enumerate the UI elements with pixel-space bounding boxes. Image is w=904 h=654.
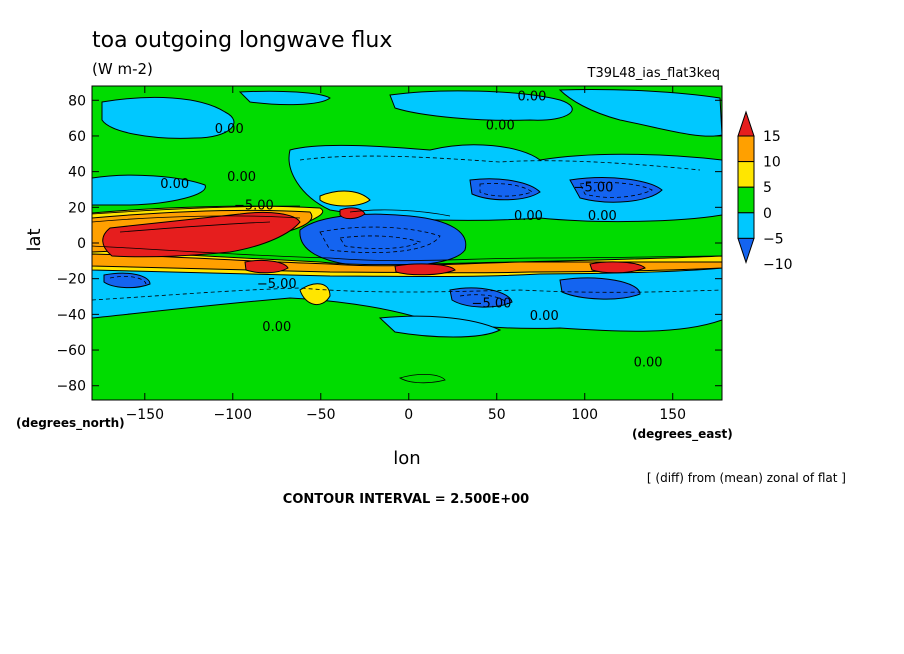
dashed-negative-contours bbox=[92, 155, 722, 305]
contour-labels: 0.000.00 0.000.00 0.00−5.00−5.000.00 0.00−5… bbox=[160, 90, 662, 371]
contour-label: 0.00 bbox=[634, 356, 663, 371]
contour-label: −5.00 bbox=[472, 297, 512, 312]
comparison-note: [ (diff) from (mean) zonal of flat ] bbox=[647, 471, 846, 485]
contour-label: 0.00 bbox=[530, 309, 559, 324]
contour-label: 0.00 bbox=[160, 177, 189, 192]
colorbar-segment bbox=[737, 186, 755, 214]
contour-interval: CONTOUR INTERVAL = 2.500E+00 bbox=[283, 492, 529, 507]
y-unit-label: (degrees_north) bbox=[16, 416, 125, 431]
blue-strong-negative-regions bbox=[103, 177, 663, 308]
x-unit-label: (degrees_east) bbox=[632, 427, 733, 442]
y-tick-label: 40 bbox=[68, 165, 86, 181]
colorbar-segment bbox=[737, 212, 755, 239]
colorbar-label: 10 bbox=[763, 155, 781, 171]
run-label: T39L48_ias_flat3keq bbox=[587, 66, 720, 81]
contour-label: −5.00 bbox=[234, 199, 274, 214]
x-axis: −150 −100 −50 0 50 100 150 bbox=[126, 86, 686, 423]
contour-label: −5.00 bbox=[257, 277, 297, 292]
colorbar-extend-bottom bbox=[737, 237, 755, 264]
y-tick-label: −60 bbox=[56, 343, 86, 359]
x-tick-label: 150 bbox=[659, 407, 686, 423]
y-tick-label: −20 bbox=[56, 272, 86, 288]
x-axis-label: lon bbox=[393, 448, 420, 469]
chart-title: toa outgoing longwave flux bbox=[92, 28, 392, 53]
red-strong-positive-regions bbox=[102, 207, 646, 276]
colorbar: 15 10 5 0 −5 −10 bbox=[737, 110, 793, 273]
plot-area: 0.000.00 0.000.00 0.00−5.00−5.000.00 0.00−5… bbox=[92, 86, 722, 400]
y-tick-label: −80 bbox=[56, 379, 86, 395]
colorbar-extend-top bbox=[737, 110, 755, 137]
y-axis: 80 60 40 20 0 −20 −40 −60 −80 bbox=[56, 93, 722, 395]
colorbar-label: −10 bbox=[763, 257, 793, 273]
x-tick-label: 0 bbox=[404, 407, 413, 423]
chart-units: (W m-2) bbox=[92, 60, 153, 78]
contour-label: 0.00 bbox=[588, 209, 617, 224]
colorbar-label: 15 bbox=[763, 129, 781, 145]
colorbar-label: 0 bbox=[763, 206, 772, 222]
contour-label: 0.00 bbox=[262, 320, 291, 335]
x-tick-label: −150 bbox=[126, 407, 164, 423]
x-tick-label: −100 bbox=[214, 407, 252, 423]
colorbar-segment bbox=[737, 161, 755, 188]
y-tick-label: 80 bbox=[68, 93, 86, 109]
y-tick-label: 60 bbox=[68, 129, 86, 145]
contour-label: 0.00 bbox=[517, 90, 546, 105]
colorbar-label: 5 bbox=[763, 180, 772, 196]
x-tick-label: 50 bbox=[488, 407, 506, 423]
solid-positive-contours bbox=[92, 205, 722, 384]
contour-label: −5.00 bbox=[574, 181, 614, 196]
y-tick-label: 20 bbox=[68, 200, 86, 216]
colorbar-segment bbox=[737, 135, 755, 163]
y-tick-label: −40 bbox=[56, 307, 86, 323]
x-tick-label: −50 bbox=[306, 407, 336, 423]
contour-label: 0.00 bbox=[514, 209, 543, 224]
contour-label: 0.00 bbox=[215, 122, 244, 137]
contour-label: 0.00 bbox=[486, 118, 515, 133]
y-axis-label: lat bbox=[24, 228, 45, 251]
colorbar-label: −5 bbox=[763, 231, 784, 247]
x-tick-label: 100 bbox=[571, 407, 598, 423]
y-tick-label: 0 bbox=[77, 236, 86, 252]
contour-label: 0.00 bbox=[227, 170, 256, 185]
